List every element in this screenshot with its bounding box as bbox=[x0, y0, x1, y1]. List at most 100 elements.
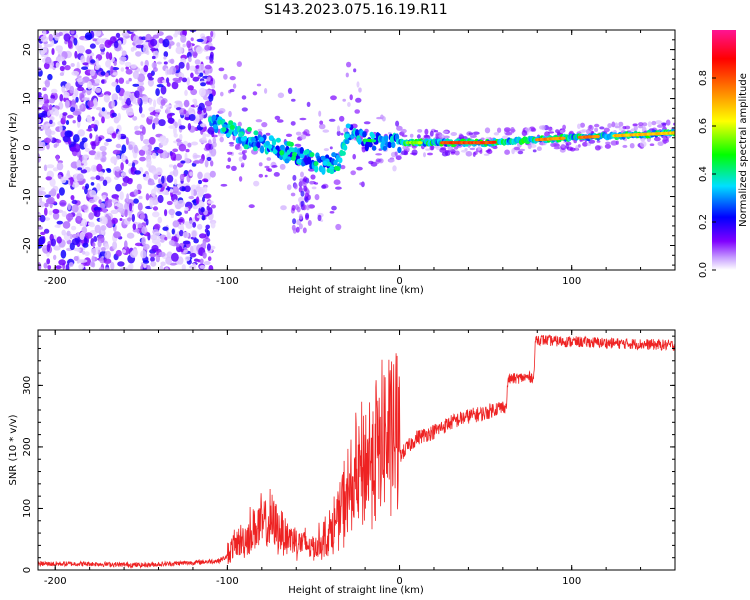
heat-cell bbox=[69, 262, 74, 267]
heat-cell bbox=[99, 202, 106, 209]
heat-cell bbox=[397, 146, 402, 154]
heat-cell bbox=[72, 110, 81, 116]
heat-cell bbox=[66, 170, 70, 177]
heat-cell bbox=[340, 150, 346, 156]
heat-cell bbox=[227, 157, 232, 162]
heat-cell bbox=[178, 143, 187, 152]
heat-cell bbox=[211, 204, 216, 209]
heat-cell bbox=[137, 202, 143, 211]
heat-cell bbox=[134, 170, 142, 175]
heat-cell bbox=[65, 213, 74, 221]
heat-cell bbox=[172, 164, 178, 170]
heat-cell bbox=[71, 204, 79, 213]
heat-cell bbox=[89, 43, 96, 49]
heat-cell bbox=[71, 181, 80, 188]
heat-cell bbox=[114, 205, 118, 210]
heat-cell bbox=[594, 123, 600, 128]
heat-cell bbox=[335, 223, 342, 231]
heat-cell bbox=[174, 153, 182, 161]
heat-cell bbox=[100, 71, 106, 76]
heat-cell bbox=[153, 117, 160, 125]
heat-cell bbox=[238, 132, 244, 138]
heat-cell bbox=[513, 146, 520, 151]
heat-cell bbox=[279, 163, 286, 170]
heat-cell bbox=[59, 65, 65, 72]
heat-cell bbox=[271, 165, 278, 168]
heat-cell bbox=[255, 119, 263, 123]
heat-cell bbox=[43, 137, 52, 144]
heat-cell bbox=[291, 155, 296, 161]
heat-cell bbox=[252, 91, 258, 96]
heat-cell bbox=[56, 220, 63, 225]
heat-cell bbox=[292, 227, 297, 234]
heat-cell bbox=[203, 186, 208, 193]
heat-cell bbox=[264, 165, 270, 169]
heat-cell bbox=[153, 146, 160, 151]
heat-cell bbox=[94, 224, 102, 234]
heat-cell bbox=[177, 199, 185, 208]
heat-cell bbox=[79, 105, 83, 111]
heat-cell bbox=[113, 61, 117, 66]
heat-cell bbox=[183, 99, 190, 108]
heat-cell bbox=[306, 101, 311, 107]
heat-cell bbox=[329, 211, 335, 214]
heat-cell bbox=[439, 147, 447, 153]
heat-cell bbox=[76, 173, 84, 182]
heat-cell bbox=[199, 123, 207, 128]
heat-cell bbox=[94, 87, 102, 93]
heat-cell bbox=[61, 229, 66, 236]
heat-cell bbox=[171, 186, 180, 194]
heat-cell bbox=[291, 204, 296, 211]
heat-cell bbox=[130, 166, 135, 172]
heat-cell bbox=[112, 149, 121, 155]
heat-cell bbox=[318, 110, 322, 117]
heat-cell bbox=[179, 173, 185, 182]
heat-cell bbox=[594, 127, 599, 132]
heat-cell bbox=[604, 143, 612, 149]
heat-cell bbox=[322, 129, 330, 133]
x-tick-label: -200 bbox=[44, 276, 67, 287]
heat-cell bbox=[417, 129, 423, 133]
heat-cell bbox=[329, 169, 335, 175]
heat-cell bbox=[168, 240, 175, 246]
heat-cell bbox=[168, 125, 176, 129]
heat-cell bbox=[336, 130, 341, 136]
heat-cell bbox=[145, 218, 149, 226]
heat-cell bbox=[140, 132, 144, 142]
heat-cell bbox=[178, 61, 185, 69]
heat-cell bbox=[98, 267, 104, 270]
x-tick-label: -100 bbox=[216, 576, 239, 587]
heat-cell bbox=[220, 183, 228, 187]
heat-cell bbox=[50, 94, 56, 100]
heat-cell bbox=[477, 145, 482, 151]
heat-cell bbox=[347, 102, 351, 107]
heat-cell bbox=[401, 146, 408, 150]
y-tick-label: 100 bbox=[22, 499, 33, 518]
heat-cell bbox=[207, 256, 212, 262]
heat-cell bbox=[59, 199, 67, 207]
heat-cell bbox=[134, 130, 142, 136]
heat-cell bbox=[395, 120, 400, 127]
heat-cell bbox=[285, 133, 293, 137]
heat-cell bbox=[58, 187, 65, 196]
heat-cell bbox=[649, 143, 655, 146]
heat-cell bbox=[371, 145, 377, 151]
heat-cell bbox=[581, 129, 587, 133]
heat-cell bbox=[147, 144, 153, 152]
heat-cell bbox=[38, 262, 42, 270]
heat-cell bbox=[209, 54, 214, 63]
heat-cell bbox=[142, 260, 150, 264]
heat-cell bbox=[305, 204, 310, 211]
heat-cell bbox=[90, 182, 95, 186]
heat-cell bbox=[299, 153, 305, 159]
heat-cell bbox=[299, 117, 307, 121]
heat-cell bbox=[53, 254, 57, 260]
heat-cell bbox=[238, 135, 243, 144]
heat-cell bbox=[56, 236, 62, 244]
heat-cell bbox=[111, 81, 118, 87]
heat-cell bbox=[202, 132, 207, 140]
heat-cell bbox=[57, 56, 65, 62]
heat-cell bbox=[468, 132, 474, 135]
heat-cell bbox=[582, 141, 588, 147]
heat-cell bbox=[407, 147, 410, 152]
